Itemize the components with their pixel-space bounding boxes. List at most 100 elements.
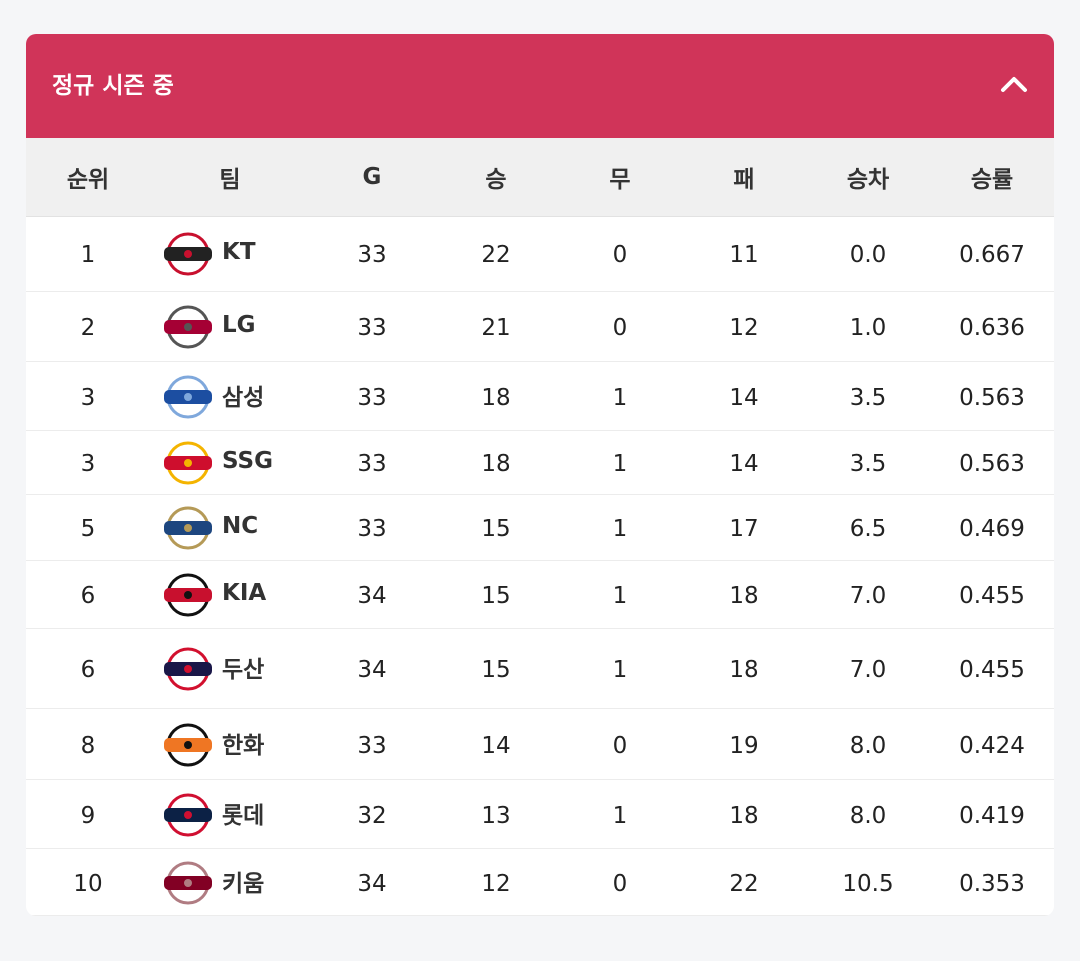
table-cell: 14 bbox=[729, 384, 759, 411]
column-label: 순위 bbox=[66, 167, 110, 193]
table-cell: 18 bbox=[729, 657, 759, 683]
column-label: G bbox=[362, 164, 382, 190]
team-name: 롯데 bbox=[222, 802, 265, 829]
table-cell: 1 bbox=[80, 242, 96, 268]
table-cell: 3.5 bbox=[849, 384, 887, 411]
table-cell: 21 bbox=[481, 315, 511, 341]
table-row[interactable]: 6 두산 34 15 1 18 7.0 0.455 bbox=[26, 629, 1054, 709]
table-cell: 10 bbox=[73, 870, 103, 897]
table-cell: 3 bbox=[80, 384, 96, 411]
collapse-icon[interactable] bbox=[1000, 74, 1028, 94]
card-header[interactable]: 정규 시즌 중 bbox=[26, 34, 1054, 138]
column-label: 팀 bbox=[219, 167, 241, 193]
team-logo bbox=[164, 573, 212, 617]
table-cell: 1.0 bbox=[849, 315, 887, 341]
column-header: 순위 팀 G 승 무 패 승차 승률 bbox=[26, 138, 1054, 217]
table-cell: 11 bbox=[729, 242, 759, 268]
table-cell: 8.0 bbox=[849, 802, 887, 829]
table-cell: 0 bbox=[612, 242, 628, 268]
table-row[interactable]: 3 SSG 33 18 1 14 3.5 0.563 bbox=[26, 431, 1054, 495]
table-cell: 33 bbox=[357, 384, 387, 411]
team-logo bbox=[164, 305, 212, 349]
table-cell: 15 bbox=[481, 516, 511, 542]
table-cell: 33 bbox=[357, 451, 387, 477]
table-cell: 0.455 bbox=[959, 583, 1025, 609]
table-cell: 33 bbox=[357, 315, 387, 341]
table-cell: 9 bbox=[80, 802, 96, 829]
table-cell: 0.0 bbox=[849, 242, 887, 268]
table-cell: 6 bbox=[80, 583, 96, 609]
table-cell: 7.0 bbox=[849, 657, 887, 683]
table-cell: 8.0 bbox=[849, 732, 887, 759]
table-cell: 12 bbox=[481, 870, 511, 897]
standings-card: 정규 시즌 중 순위 팀 G 승 무 패 승차 승률 1 KT 33 22 0 11 0.0 0.667 2 L… bbox=[26, 34, 1054, 916]
table-cell: 1 bbox=[612, 583, 628, 609]
column-label: 패 bbox=[733, 167, 755, 193]
table-cell: 18 bbox=[481, 451, 511, 477]
table-cell: 34 bbox=[357, 657, 387, 683]
table-cell: 1 bbox=[612, 384, 628, 411]
column-label: 승 bbox=[485, 167, 507, 193]
team-logo bbox=[164, 375, 212, 418]
table-cell: 12 bbox=[729, 315, 759, 341]
table-row[interactable]: 2 LG 33 21 0 12 1.0 0.636 bbox=[26, 292, 1054, 362]
team-logo bbox=[164, 793, 212, 836]
table-row[interactable]: 8 한화 33 14 0 19 8.0 0.424 bbox=[26, 709, 1054, 780]
table-cell: 0.469 bbox=[959, 516, 1025, 542]
table-cell: 6 bbox=[80, 657, 96, 683]
table-row[interactable]: 1 KT 33 22 0 11 0.0 0.667 bbox=[26, 216, 1054, 292]
table-cell: 13 bbox=[481, 802, 511, 829]
table-cell: 1 bbox=[612, 802, 628, 829]
table-row[interactable]: 6 KIA 34 15 1 18 7.0 0.455 bbox=[26, 561, 1054, 629]
team-logo bbox=[164, 723, 212, 766]
team-name: KT bbox=[222, 239, 256, 265]
table-cell: 22 bbox=[481, 242, 511, 268]
table-cell: 14 bbox=[729, 451, 759, 477]
table-cell: 0.563 bbox=[959, 384, 1025, 411]
table-cell: 1 bbox=[612, 657, 628, 683]
team-name: 삼성 bbox=[222, 384, 265, 411]
table-cell: 15 bbox=[481, 583, 511, 609]
table-cell: 5 bbox=[80, 516, 96, 542]
table-cell: 3.5 bbox=[849, 451, 887, 477]
table-cell: 2 bbox=[80, 315, 96, 341]
team-logo bbox=[164, 232, 212, 276]
table-row[interactable]: 5 NC 33 15 1 17 6.5 0.469 bbox=[26, 495, 1054, 561]
table-cell: 33 bbox=[357, 242, 387, 268]
team-logo bbox=[164, 647, 212, 691]
table-cell: 32 bbox=[357, 802, 387, 829]
team-name: KIA bbox=[222, 580, 267, 606]
team-name: NC bbox=[222, 513, 259, 539]
table-cell: 0 bbox=[612, 732, 628, 759]
table-cell: 0.419 bbox=[959, 802, 1025, 829]
table-cell: 6.5 bbox=[849, 516, 887, 542]
team-name: 두산 bbox=[222, 657, 265, 683]
table-cell: 0.636 bbox=[959, 315, 1025, 341]
table-cell: 15 bbox=[481, 657, 511, 683]
table-cell: 18 bbox=[729, 802, 759, 829]
table-cell: 33 bbox=[357, 732, 387, 759]
table-cell: 0.667 bbox=[959, 242, 1025, 268]
table-cell: 18 bbox=[481, 384, 511, 411]
table-cell: 0.353 bbox=[959, 870, 1025, 897]
table-cell: 1 bbox=[612, 451, 628, 477]
table-cell: 19 bbox=[729, 732, 759, 759]
team-logo bbox=[164, 506, 212, 550]
team-name: 키움 bbox=[222, 870, 265, 897]
table-cell: 0 bbox=[612, 315, 628, 341]
table-row[interactable]: 3 삼성 33 18 1 14 3.5 0.563 bbox=[26, 362, 1054, 431]
team-name: 한화 bbox=[222, 732, 265, 759]
team-logo bbox=[164, 861, 212, 904]
table-cell: 34 bbox=[357, 583, 387, 609]
table-cell: 0.424 bbox=[959, 732, 1025, 759]
table-row[interactable]: 10 키움 34 12 0 22 10.5 0.353 bbox=[26, 849, 1054, 916]
table-row[interactable]: 9 롯데 32 13 1 18 8.0 0.419 bbox=[26, 780, 1054, 849]
team-name: LG bbox=[222, 312, 256, 338]
table-cell: 7.0 bbox=[849, 583, 887, 609]
header-title: 정규 시즌 중 bbox=[52, 73, 174, 99]
table-cell: 33 bbox=[357, 516, 387, 542]
table-cell: 18 bbox=[729, 583, 759, 609]
table-cell: 1 bbox=[612, 516, 628, 542]
table-cell: 0.563 bbox=[959, 451, 1025, 477]
table-cell: 34 bbox=[357, 870, 387, 897]
